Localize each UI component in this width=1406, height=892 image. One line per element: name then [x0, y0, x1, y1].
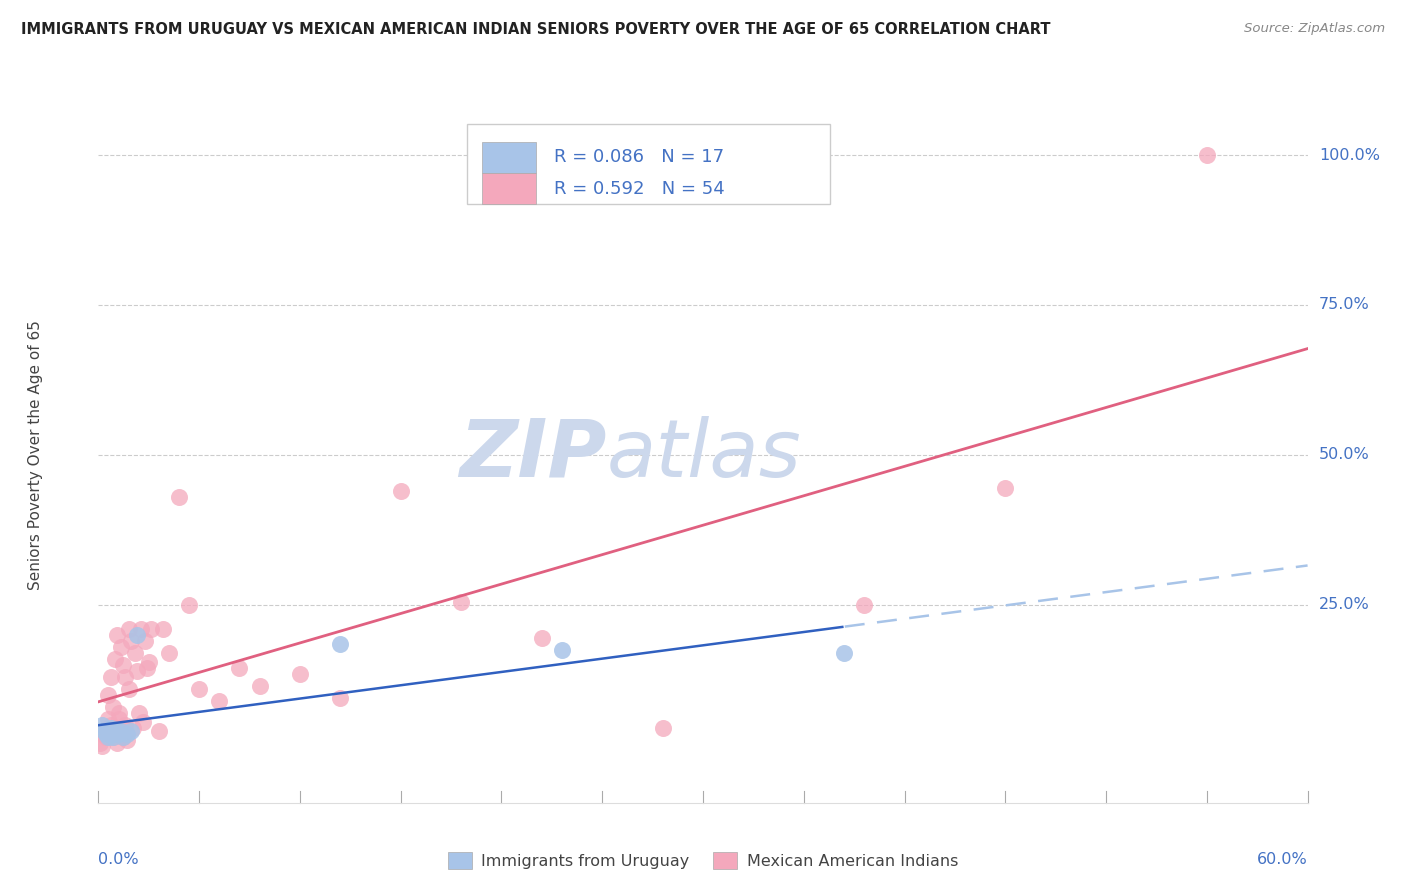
Point: [118, 681, 141, 696]
Point: [120, 723, 142, 738]
Point: [121, 721, 143, 735]
Point: [120, 633, 142, 648]
Point: [111, 730, 134, 744]
Text: 0.0%: 0.0%: [98, 852, 139, 867]
Point: [114, 718, 136, 732]
Point: [329, 637, 352, 651]
Point: [97, 730, 120, 744]
Point: [179, 598, 201, 612]
Point: [134, 633, 156, 648]
Point: [97, 688, 120, 702]
Point: [139, 622, 162, 636]
Point: [167, 490, 190, 504]
Point: [103, 723, 125, 738]
Point: [188, 681, 211, 696]
Point: [97, 712, 120, 726]
Point: [138, 655, 160, 669]
Point: [100, 721, 122, 735]
Point: [101, 730, 124, 744]
Point: [994, 481, 1017, 495]
Text: atlas: atlas: [606, 416, 801, 494]
Point: [129, 622, 152, 636]
Point: [105, 723, 128, 738]
Text: 25.0%: 25.0%: [1319, 598, 1369, 613]
Point: [157, 646, 180, 660]
Text: 60.0%: 60.0%: [1257, 852, 1308, 867]
Text: R = 0.086   N = 17: R = 0.086 N = 17: [554, 148, 724, 167]
Point: [124, 646, 146, 660]
Text: IMMIGRANTS FROM URUGUAY VS MEXICAN AMERICAN INDIAN SENIORS POVERTY OVER THE AGE : IMMIGRANTS FROM URUGUAY VS MEXICAN AMERI…: [21, 22, 1050, 37]
Point: [450, 595, 472, 609]
Point: [1195, 148, 1218, 162]
Point: [115, 732, 138, 747]
Point: [530, 631, 553, 645]
Point: [148, 723, 170, 738]
FancyBboxPatch shape: [482, 142, 536, 173]
Legend: Immigrants from Uruguay, Mexican American Indians: Immigrants from Uruguay, Mexican America…: [441, 846, 965, 875]
Point: [125, 664, 148, 678]
Point: [125, 628, 148, 642]
Point: [89, 736, 111, 750]
Point: [110, 723, 132, 738]
Point: [111, 657, 134, 672]
Point: [249, 679, 271, 693]
Point: [91, 718, 114, 732]
Point: [103, 727, 125, 741]
Point: [105, 736, 128, 750]
Point: [91, 739, 114, 753]
Text: 50.0%: 50.0%: [1319, 448, 1369, 462]
FancyBboxPatch shape: [467, 124, 830, 204]
Text: Seniors Poverty Over the Age of 65: Seniors Poverty Over the Age of 65: [28, 320, 42, 590]
Text: ZIP: ZIP: [458, 416, 606, 494]
Text: 75.0%: 75.0%: [1319, 297, 1369, 312]
Point: [105, 628, 128, 642]
Point: [93, 723, 115, 738]
Point: [100, 670, 122, 684]
Point: [118, 622, 141, 636]
Point: [853, 598, 876, 612]
Point: [132, 714, 155, 729]
Point: [208, 694, 231, 708]
Point: [103, 652, 125, 666]
Point: [114, 670, 136, 684]
Point: [152, 622, 174, 636]
Point: [651, 721, 673, 735]
Point: [228, 661, 250, 675]
Point: [115, 727, 138, 741]
Point: [107, 706, 129, 720]
Point: [128, 706, 150, 720]
Point: [100, 718, 122, 732]
Text: Source: ZipAtlas.com: Source: ZipAtlas.com: [1244, 22, 1385, 36]
Point: [551, 643, 574, 657]
Point: [110, 640, 132, 654]
Point: [329, 690, 352, 705]
Point: [389, 483, 412, 498]
Text: R = 0.592   N = 54: R = 0.592 N = 54: [554, 180, 725, 198]
Point: [107, 712, 129, 726]
Point: [135, 661, 157, 675]
Point: [101, 730, 124, 744]
Point: [93, 723, 115, 738]
Point: [110, 723, 132, 738]
Point: [107, 727, 129, 741]
Point: [111, 730, 134, 744]
Point: [101, 699, 124, 714]
Point: [96, 727, 118, 741]
FancyBboxPatch shape: [482, 173, 536, 204]
Point: [96, 730, 118, 744]
Point: [832, 646, 855, 660]
Text: 100.0%: 100.0%: [1319, 147, 1379, 162]
Point: [288, 666, 311, 681]
